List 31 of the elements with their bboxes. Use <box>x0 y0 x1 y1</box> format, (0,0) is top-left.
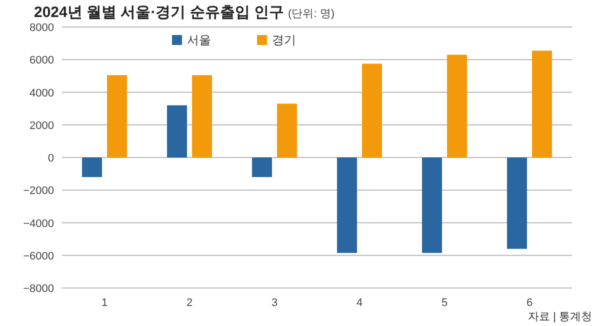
bar <box>337 158 357 253</box>
y-tick-label: 8000 <box>30 22 54 34</box>
y-tick-label: −2000 <box>23 185 54 198</box>
bar <box>362 64 382 158</box>
bar <box>252 158 272 178</box>
bar <box>422 158 442 253</box>
bar <box>532 50 552 158</box>
bar <box>447 54 467 158</box>
y-tick-label: −4000 <box>23 218 54 230</box>
x-tick-label: 3 <box>271 297 278 309</box>
y-tick-label: 2000 <box>30 120 54 132</box>
y-tick-label: 0 <box>48 152 54 164</box>
y-tick-label: 4000 <box>30 87 54 100</box>
x-tick-label: 4 <box>356 297 363 309</box>
bar <box>507 158 527 249</box>
legend-label: 경기 <box>272 33 296 47</box>
bar <box>107 75 127 158</box>
x-tick-label: 5 <box>441 297 448 309</box>
legend-label: 서울 <box>187 33 211 47</box>
x-tick-label: 6 <box>526 297 533 309</box>
y-tick-label: 6000 <box>30 54 54 67</box>
x-tick-label: 1 <box>101 297 108 309</box>
bar <box>277 104 297 158</box>
bar <box>82 158 102 178</box>
title: 2024년 월별 서울·경기 순유출입 인구 (단위: 명) <box>34 4 334 21</box>
text: 자료 | 통계청 <box>528 311 592 323</box>
y-tick-label: −8000 <box>23 283 54 295</box>
x-tick-label: 2 <box>186 297 193 309</box>
bar <box>192 75 212 158</box>
bar <box>167 105 187 158</box>
y-tick-label: −6000 <box>23 250 54 262</box>
